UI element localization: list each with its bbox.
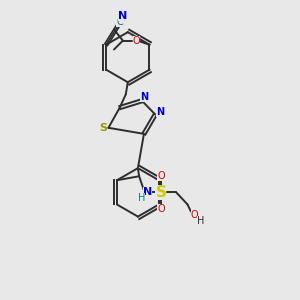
Text: O: O [157,171,165,181]
Text: O: O [133,36,140,46]
Text: S: S [99,123,107,133]
Text: H: H [138,193,145,203]
Text: N: N [118,11,127,21]
Text: N: N [142,188,152,197]
Text: S: S [155,185,167,200]
Text: N: N [156,107,165,118]
Text: O: O [191,210,199,220]
Text: C: C [116,17,123,28]
Text: H: H [197,216,204,226]
Text: N: N [140,92,148,102]
Text: O: O [157,203,165,214]
